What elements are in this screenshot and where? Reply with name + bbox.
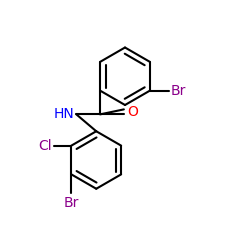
Text: Br: Br — [171, 84, 186, 98]
Text: HN: HN — [54, 108, 74, 122]
Text: O: O — [127, 105, 138, 119]
Text: Br: Br — [64, 196, 79, 209]
Text: Cl: Cl — [38, 138, 52, 152]
